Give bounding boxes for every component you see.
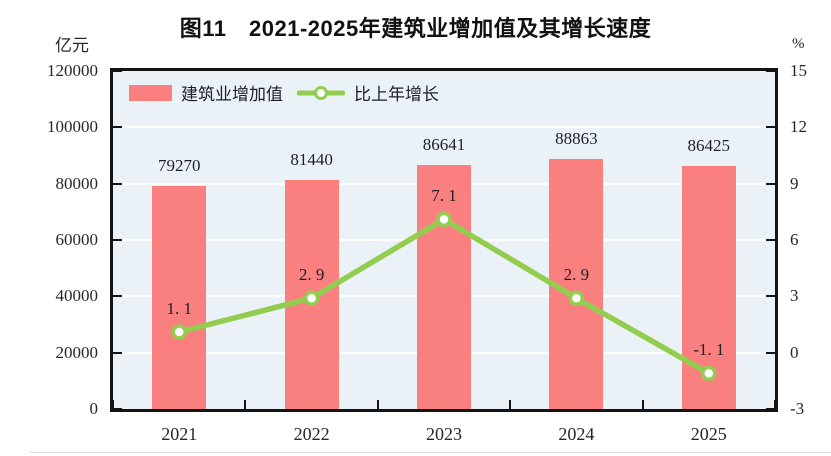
x-label-2025: 2025 xyxy=(690,424,727,444)
right-axis-tick xyxy=(766,351,775,354)
plot-area: 79270 81440 86641 88863 86425 1. 1 2. 9 7. 1 2. … xyxy=(110,68,778,412)
bar-value-2025: 86425 xyxy=(687,135,731,155)
x-label-2022: 2022 xyxy=(293,424,330,444)
right-tick-label-3: 3 xyxy=(790,286,799,306)
right-axis-unit-label: % xyxy=(792,36,805,52)
right-axis-tick xyxy=(766,182,775,185)
bar-2021 xyxy=(152,185,207,409)
left-axis-tick xyxy=(113,408,122,410)
legend: 建筑业增加值 比上年增长 xyxy=(129,80,439,105)
line-series-sample-icon xyxy=(297,85,345,100)
bar-2025 xyxy=(681,165,736,409)
x-label-2024: 2024 xyxy=(558,424,595,444)
x-axis-tick xyxy=(509,400,512,409)
left-axis-tick xyxy=(113,239,122,241)
left-tick-label-0: 0 xyxy=(89,399,99,418)
left-tick-label-80000: 80000 xyxy=(55,173,99,193)
left-tick-label-60000: 60000 xyxy=(55,230,99,249)
left-tick-label-40000: 40000 xyxy=(55,286,99,306)
gridline xyxy=(113,126,775,129)
right-tick-label-9: 9 xyxy=(790,173,799,193)
growth-value-2024: 2. 9 xyxy=(563,265,590,285)
right-tick-label--3: -3 xyxy=(790,399,805,418)
bar-value-2021: 79270 xyxy=(157,155,201,175)
legend-label-line-series: 比上年增长 xyxy=(354,85,439,104)
bar-value-2024: 88863 xyxy=(555,128,598,148)
right-tick-label-6: 6 xyxy=(790,230,799,249)
right-axis-tick xyxy=(766,239,775,241)
right-tick-label-15: 15 xyxy=(790,61,807,80)
left-axis-unit-label: 亿元 xyxy=(55,36,89,55)
left-axis-tick xyxy=(113,126,122,129)
left-axis-tick xyxy=(113,70,122,72)
legend-item-bar-series: 建筑业增加值 xyxy=(129,80,283,105)
legend-label-bar-series: 建筑业增加值 xyxy=(181,85,283,104)
bar-2022 xyxy=(284,179,339,409)
x-label-2021: 2021 xyxy=(161,424,198,444)
left-tick-label-20000: 20000 xyxy=(55,342,99,362)
left-axis-tick xyxy=(113,182,122,185)
left-tick-label-100000: 100000 xyxy=(47,117,98,137)
right-tick-label-0: 0 xyxy=(790,342,799,362)
left-tick-label-120000: 120000 xyxy=(47,61,98,80)
x-axis-tick xyxy=(112,400,114,409)
x-axis-tick xyxy=(774,400,776,409)
bar-value-2022: 81440 xyxy=(290,149,333,169)
x-axis-tick xyxy=(244,400,247,409)
right-axis-tick xyxy=(766,70,775,72)
x-axis-tick xyxy=(641,400,644,409)
right-axis-tick xyxy=(766,126,775,129)
bar-series-swatch-icon xyxy=(129,84,172,101)
left-axis-tick xyxy=(113,351,122,354)
growth-value-2022: 2. 9 xyxy=(298,265,325,285)
chart-title: 图11 2021-2025年建筑业增加值及其增长速度 xyxy=(179,16,652,41)
growth-value-2025: -1. 1 xyxy=(693,340,725,360)
x-label-2023: 2023 xyxy=(426,424,462,444)
growth-value-2021: 1. 1 xyxy=(166,299,192,318)
right-axis-tick xyxy=(766,295,775,298)
bar-value-2023: 86641 xyxy=(422,134,466,154)
right-axis-tick xyxy=(766,408,775,410)
left-axis-tick xyxy=(113,295,122,298)
bottom-divider-line xyxy=(30,452,831,453)
x-axis-tick xyxy=(376,400,379,409)
right-tick-label-12: 12 xyxy=(790,117,807,137)
legend-item-line-series: 比上年增长 xyxy=(297,80,439,105)
growth-value-2023: 7. 1 xyxy=(431,186,457,206)
